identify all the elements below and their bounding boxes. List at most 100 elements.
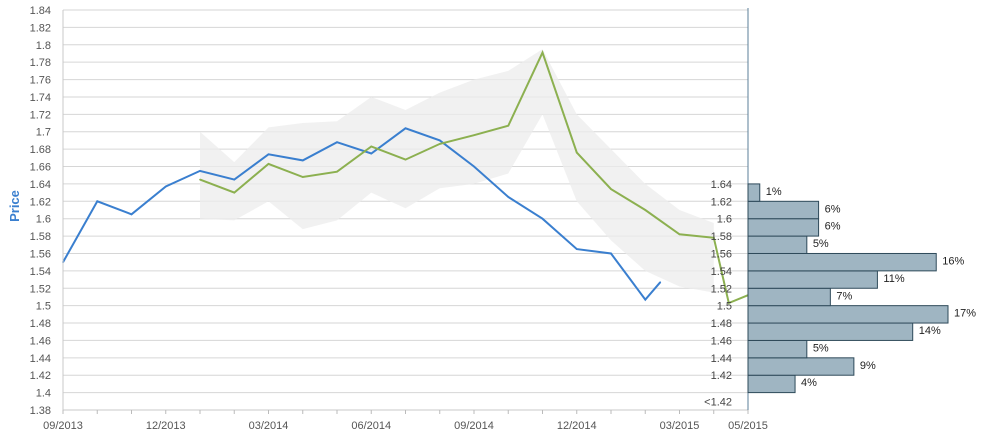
x-tick-label: 06/2014 <box>351 420 391 432</box>
actual-data-point <box>438 139 441 142</box>
histogram-bin-label: 1.58 <box>711 231 732 243</box>
histogram-bin-label: 1.48 <box>711 318 732 330</box>
x-tick-label: 05/2015 <box>728 420 768 432</box>
forecast-data-point <box>267 163 270 165</box>
distribution-histogram: 4% 9% 5% 14% 17% 7% 11% 16% 5% 6% 6% 1% <1.42 1.42 1.4… <box>704 179 976 408</box>
actual-data-point <box>96 200 99 203</box>
actual-data-point <box>659 281 662 283</box>
histogram-bin-label: 1.5 <box>717 301 732 313</box>
y-tick-label: 1.58 <box>30 231 51 243</box>
x-axis: 09/2013 12/2013 03/2014 06/2014 09/2014 12/20… <box>43 410 768 432</box>
y-tick-label: 1.38 <box>30 405 51 417</box>
actual-data-point <box>267 153 270 156</box>
histogram-percent-label: 16% <box>942 255 964 267</box>
histogram-percent-label: 7% <box>836 290 852 302</box>
histogram-bin-label: 1.54 <box>711 266 732 278</box>
histogram-bin-label: 1.52 <box>711 283 732 295</box>
y-tick-label: 1.74 <box>30 92 51 104</box>
y-tick-label: 1.42 <box>30 370 51 382</box>
histogram-bar <box>747 270 878 289</box>
actual-data-point <box>575 248 578 250</box>
y-tick-label: 1.46 <box>30 335 51 347</box>
series-points <box>62 51 749 304</box>
forecast-data-point <box>473 134 475 137</box>
forecast-data-point <box>727 302 730 304</box>
forecast-data-point <box>438 143 441 145</box>
histogram-bar <box>747 305 949 324</box>
histogram-percent-label: 11% <box>883 273 904 285</box>
histogram-percent-label: 5% <box>813 342 829 354</box>
histogram-bar <box>747 287 831 307</box>
histogram-percent-label: 17% <box>954 308 976 320</box>
y-tick-label: 1.54 <box>30 266 51 278</box>
y-tick-label: 1.68 <box>30 144 51 156</box>
actual-data-point <box>610 252 612 255</box>
y-tick-label: 1.76 <box>30 75 51 87</box>
forecast-data-point <box>404 158 407 161</box>
y-tick-label: 1.5 <box>36 301 51 313</box>
histogram-bar <box>747 235 808 254</box>
actual-data-point <box>644 298 647 301</box>
y-tick-label: 1.4 <box>36 388 51 400</box>
y-tick-label: 1.72 <box>30 109 51 121</box>
y-tick-label: 1.84 <box>30 5 51 17</box>
forecast-data-point <box>678 233 681 236</box>
y-tick-label: 1.56 <box>30 248 51 260</box>
histogram-bin-label: 1.44 <box>711 353 732 365</box>
histogram-bar <box>747 357 855 376</box>
y-tick-label: 1.52 <box>30 283 51 295</box>
forecast-data-point <box>336 170 338 173</box>
forecast-data-point <box>712 237 715 239</box>
forecast-data-point <box>199 178 201 181</box>
histogram-bar <box>747 183 761 202</box>
y-tick-label: 1.44 <box>30 353 51 365</box>
actual-data-point <box>404 127 407 130</box>
histogram-bar <box>747 218 820 237</box>
histogram-bar <box>747 322 914 341</box>
actual-data-point <box>233 178 236 181</box>
histogram-bin-label: 1.46 <box>711 335 732 347</box>
histogram-percent-label: 5% <box>813 238 829 250</box>
histogram-bar <box>747 200 820 220</box>
x-tick-label: 03/2015 <box>660 420 700 432</box>
forecast-data-point <box>507 124 510 127</box>
histogram-bar <box>747 374 796 394</box>
histogram-percent-label: 6% <box>825 221 841 233</box>
forecast-data-point <box>541 51 544 54</box>
x-tick-label: 12/2014 <box>557 420 597 432</box>
y-tick-label: 1.64 <box>30 179 51 191</box>
y-tick-label: 1.7 <box>36 127 51 139</box>
y-tick-label: 1.66 <box>30 162 51 174</box>
histogram-bar <box>747 339 808 359</box>
forecast-data-point <box>610 188 612 190</box>
forecast-data-point <box>644 209 647 211</box>
actual-data-point <box>336 141 338 143</box>
histogram-bin-label: 1.6 <box>717 214 732 226</box>
x-tick-label: 09/2014 <box>454 420 494 432</box>
histogram-percent-label: 14% <box>919 325 941 337</box>
actual-data-point <box>507 196 510 198</box>
y-tick-label: 1.48 <box>30 318 51 330</box>
forecast-data-point <box>370 145 373 148</box>
y-tick-label: 1.6 <box>36 214 51 226</box>
x-tick-label: 09/2013 <box>43 420 83 432</box>
histogram-bin-label: 1.42 <box>711 370 732 382</box>
histogram-bar <box>747 252 937 272</box>
actual-data-point <box>130 213 133 216</box>
histogram-percent-label: 6% <box>825 203 841 215</box>
y-axis-label: Price <box>7 190 22 222</box>
actual-data-point <box>370 152 373 155</box>
histogram-bin-label: 1.56 <box>711 248 732 260</box>
y-tick-label: 1.82 <box>30 22 51 34</box>
x-tick-label: 12/2013 <box>146 420 186 432</box>
actual-data-point <box>301 159 304 162</box>
histogram-percent-label: 4% <box>801 377 817 389</box>
forecast-data-point <box>301 176 304 178</box>
histogram-percent-label: 1% <box>766 186 782 198</box>
x-tick-label: 03/2014 <box>249 420 289 432</box>
actual-data-point <box>164 185 167 188</box>
y-tick-label: 1.62 <box>30 196 51 208</box>
actual-data-point <box>199 170 201 172</box>
actual-data-point <box>473 165 475 168</box>
